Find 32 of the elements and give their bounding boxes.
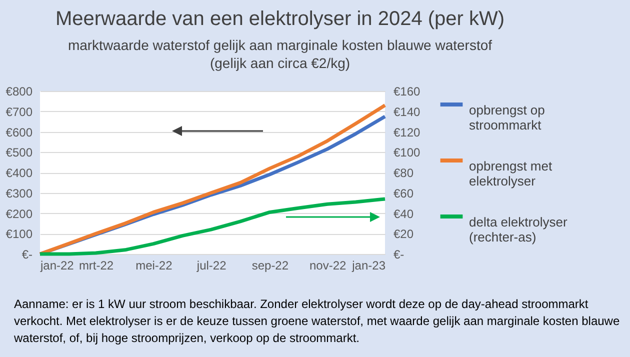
legend-label: delta elektrolyser (rechter-as) xyxy=(469,214,568,244)
x-tick-label: jan-23 xyxy=(351,258,386,272)
y-tick-label: €200 xyxy=(6,206,33,221)
text: Aanname: er is 1 kW uur stroom beschikbaar. Zonder elektrolyser wordt deze op de day-ahead stroommarkt verkocht. Met elektrolyser is er de keuze tussen groene waterstof, met waarde gelijk aan marginale kosten blauwe waterstof, of, bij hoge stroomprijzen, verkoop op de stroommarkt. xyxy=(14,296,621,347)
y-tick-label: €800 xyxy=(6,84,33,98)
y-tick-label: €100 xyxy=(6,227,33,242)
y-tick-label: €400 xyxy=(6,166,33,180)
y-tick-label: €300 xyxy=(6,186,33,200)
chart-subtitle: marktwaarde waterstof gelijk aan marginale kosten blauwe waterstof (gelijk aan circa €2/kg) xyxy=(66,36,494,72)
y-tick-label: €700 xyxy=(6,104,33,119)
y-tick-label: €600 xyxy=(6,125,33,140)
y2-tick-label: €160 xyxy=(394,84,421,98)
x-tick-label: jul-22 xyxy=(196,258,227,272)
x-tick-label: mei-22 xyxy=(136,258,173,272)
legend-label: opbrengst op stroommarkt xyxy=(469,102,545,132)
chart-title: Meerwaarde van een elektrolyser in 2024 (per kW) xyxy=(54,8,506,31)
x-tick-label: sep-22 xyxy=(252,258,289,272)
y2-tick-label: €40 xyxy=(394,206,414,221)
y2-tick-label: €120 xyxy=(394,125,421,140)
line-series xyxy=(38,197,387,256)
y2-tick-label: €60 xyxy=(394,186,414,200)
y2-tick-label: €- xyxy=(394,248,404,262)
y2-tick-label: €20 xyxy=(394,227,414,242)
y2-tick-label: €140 xyxy=(394,104,421,119)
x-tick-label: mrt-22 xyxy=(78,258,114,272)
x-tick-label: nov-22 xyxy=(309,258,347,272)
y-tick-label: €500 xyxy=(6,146,33,160)
legend-label: opbrengst met elektrolyser xyxy=(469,158,552,188)
y-tick-label: €- xyxy=(22,248,32,262)
y2-tick-label: €100 xyxy=(394,146,421,160)
x-tick-label: jan-22 xyxy=(40,258,74,272)
y2-tick-label: €80 xyxy=(394,166,414,180)
